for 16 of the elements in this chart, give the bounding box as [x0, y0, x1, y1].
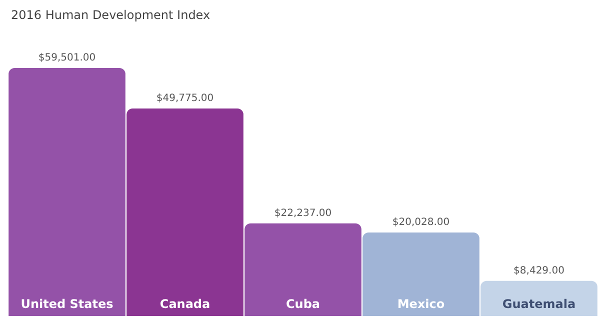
x-tick-label: United States: [20, 297, 114, 311]
data-label: $49,775.00: [156, 93, 214, 104]
data-label: $59,501.00: [38, 52, 96, 64]
data-label: $8,429.00: [514, 265, 564, 276]
x-tick-label: Guatemala: [502, 297, 576, 311]
bar: [362, 232, 480, 316]
x-tick-label: Cuba: [286, 297, 320, 311]
x-tick-label: Canada: [160, 297, 210, 311]
bar: [480, 280, 598, 316]
x-tick-label: Mexico: [397, 297, 445, 311]
bar: [244, 223, 362, 316]
bar: [126, 108, 244, 316]
data-label: $22,237.00: [274, 208, 332, 219]
data-label: $20,028.00: [392, 217, 450, 228]
bar: [8, 68, 126, 316]
chart-title: 2016 Human Development Index: [11, 8, 210, 22]
